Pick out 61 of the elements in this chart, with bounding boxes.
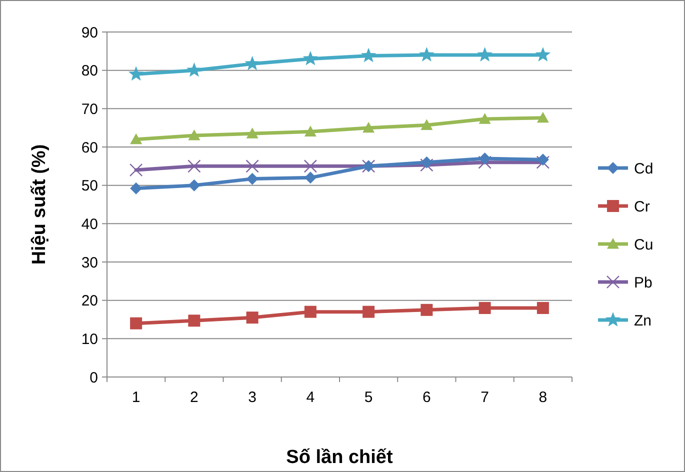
y-tick-label: 40 <box>81 216 98 233</box>
y-axis-title: Hiệu suất (%) <box>29 144 50 265</box>
point <box>246 172 258 185</box>
point <box>130 182 142 194</box>
point <box>536 112 549 123</box>
point <box>477 47 492 62</box>
point <box>246 160 259 173</box>
x-tick-label: 8 <box>538 389 548 406</box>
point <box>130 133 142 144</box>
point <box>420 156 433 168</box>
y-tick-label: 60 <box>81 139 98 156</box>
y-tick-label: 50 <box>81 178 98 195</box>
point <box>419 47 434 62</box>
point <box>420 304 433 316</box>
legend-label: Cr <box>634 198 650 216</box>
point <box>536 302 549 314</box>
point <box>478 152 491 164</box>
point <box>188 160 201 173</box>
x-tick-label: 5 <box>364 389 373 406</box>
point <box>478 156 492 169</box>
legend-label: Cu <box>634 236 654 254</box>
y-tick-label: 90 <box>81 24 98 42</box>
point <box>420 158 434 172</box>
point <box>304 160 318 173</box>
y-tick-label: 20 <box>81 292 98 310</box>
point <box>244 56 260 70</box>
point <box>304 126 316 136</box>
legend-label: Cd <box>634 160 654 178</box>
point <box>478 302 491 314</box>
x-tick-label: 6 <box>422 389 431 406</box>
point <box>362 306 375 318</box>
x-tick-label: 3 <box>248 389 256 406</box>
point <box>536 156 550 169</box>
point <box>304 306 316 318</box>
y-tick-label: 30 <box>81 254 98 272</box>
point <box>188 314 200 327</box>
point <box>186 62 202 77</box>
point <box>362 122 375 133</box>
legend-label: Pb <box>634 274 652 292</box>
y-tick-label: 10 <box>81 330 98 348</box>
point <box>246 312 258 324</box>
y-tick-label: 80 <box>81 62 98 80</box>
x-tick-label: 7 <box>480 389 489 406</box>
y-tick-label: 0 <box>90 369 98 386</box>
point <box>420 119 433 130</box>
point <box>188 130 200 140</box>
x-tick-label: 1 <box>132 389 140 406</box>
point <box>535 47 551 62</box>
point <box>302 50 318 66</box>
x-tick-label: 2 <box>190 389 198 406</box>
point <box>478 113 491 124</box>
point <box>128 66 144 81</box>
y-tick-label: 70 <box>81 100 98 118</box>
point <box>129 163 143 177</box>
x-axis-title: Số lần chiết <box>286 447 394 468</box>
x-tick-label: 4 <box>306 389 315 406</box>
legend-label: Zn <box>634 312 652 330</box>
point <box>130 317 142 330</box>
point <box>246 128 258 138</box>
point <box>360 48 376 62</box>
point <box>188 179 200 192</box>
